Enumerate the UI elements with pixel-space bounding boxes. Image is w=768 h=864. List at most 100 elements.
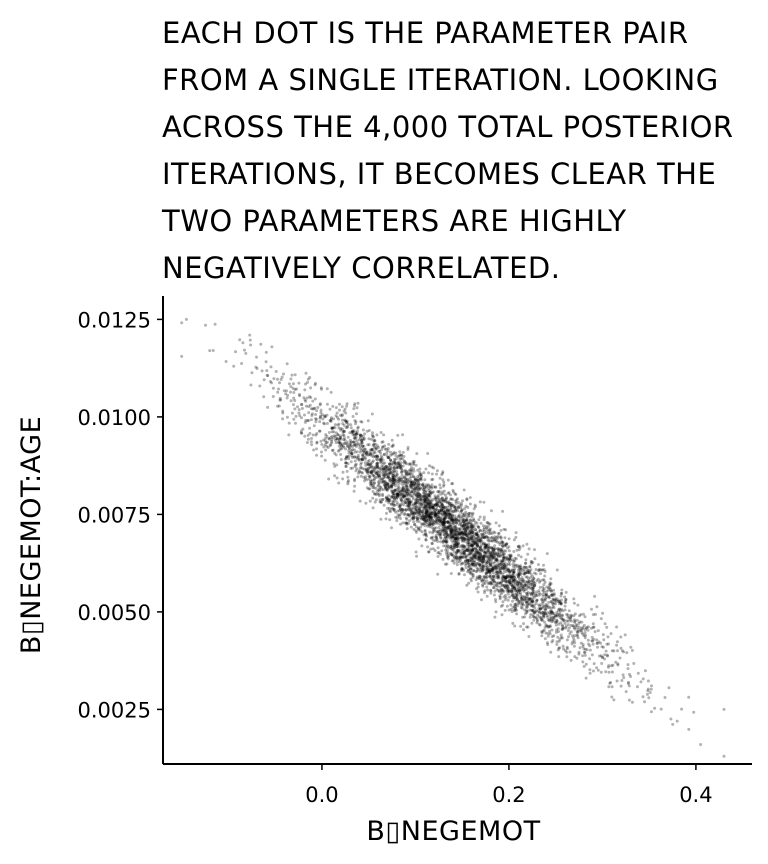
scatter-point [469,511,473,515]
scatter-point [436,511,440,515]
scatter-point [464,518,468,522]
scatter-point [456,537,460,541]
scatter-point [345,402,349,406]
scatter-point [452,545,456,549]
scatter-point [565,638,569,642]
scatter-point [418,467,422,471]
scatter-point [450,529,454,533]
scatter-point [511,585,514,589]
scatter-point [349,441,353,445]
scatter-point [560,598,563,602]
scatter-point [360,458,364,461]
scatter-point [507,549,511,553]
scatter-point [371,431,374,435]
scatter-point [362,438,366,441]
scatter-point [488,575,492,579]
scatter-point [570,614,574,618]
scatter-point [400,488,404,492]
scatter-point [457,514,461,518]
scatter-point [560,614,564,618]
scatter-point [425,507,429,511]
scatter-point [500,560,504,564]
scatter-point [626,682,630,686]
scatter-point [446,478,450,482]
scatter-point [437,510,441,514]
scatter-point [493,544,497,548]
scatter-point [488,527,492,531]
scatter-point [546,618,550,621]
scatter-point [395,503,399,507]
scatter-point [514,596,518,600]
scatter-point [489,589,493,593]
scatter-point [488,554,492,558]
scatter-point [501,603,505,607]
scatter-point [449,528,453,532]
scatter-point [335,431,338,435]
scatter-point [346,482,350,486]
scatter-point [490,561,494,565]
scatter-point [529,562,533,565]
scatter-point [454,541,458,544]
scatter-point [444,496,448,500]
scatter-point [407,462,411,466]
scatter-point [561,644,565,648]
scatter-point [409,478,413,482]
scatter-point [424,497,428,501]
scatter-point [425,508,429,512]
scatter-point [463,537,467,541]
scatter-point [406,448,410,451]
scatter-point [463,560,467,564]
scatter-point [303,420,307,424]
scatter-point [313,397,317,401]
scatter-point [576,627,580,631]
scatter-point [571,636,575,640]
scatter-point [504,558,508,562]
scatter-point [446,557,450,561]
scatter-point [493,564,497,568]
scatter-point [581,654,585,658]
scatter-point [494,600,498,604]
scatter-point [255,355,258,359]
scatter-point [543,625,547,629]
scatter-point [535,598,539,602]
scatter-point [475,557,479,561]
scatter-point [383,483,387,487]
scatter-point [478,569,482,573]
scatter-point [433,529,437,533]
scatter-point [334,406,338,410]
scatter-point [468,571,472,575]
scatter-point [479,548,482,552]
scatter-point [260,369,264,373]
scatter-point [511,584,515,588]
scatter-point [476,544,480,548]
scatter-point [441,509,445,513]
scatter-point [453,527,457,531]
scatter-point [423,529,427,533]
scatter-point [432,466,436,470]
scatter-point [451,521,455,525]
scatter-point [439,516,442,520]
scatter-point [501,575,505,579]
scatter-point [525,570,529,574]
scatter-point [435,469,439,473]
scatter-point [577,625,581,629]
scatter-point [438,512,442,516]
scatter-point [509,569,513,573]
scatter-point [349,451,353,454]
scatter-point [385,466,389,470]
scatter-point [419,476,423,480]
scatter-point [454,551,458,555]
scatter-point [381,494,385,498]
scatter-point [532,611,536,615]
scatter-point [337,481,341,485]
scatter-point [419,494,423,498]
scatter-point [477,568,481,572]
scatter-point [600,655,604,659]
scatter-point [463,544,467,548]
scatter-point [445,529,449,532]
scatter-point [462,524,466,528]
scatter-point [537,563,540,567]
scatter-point [458,557,462,560]
scatter-point [446,525,450,529]
scatter-point [412,483,415,487]
